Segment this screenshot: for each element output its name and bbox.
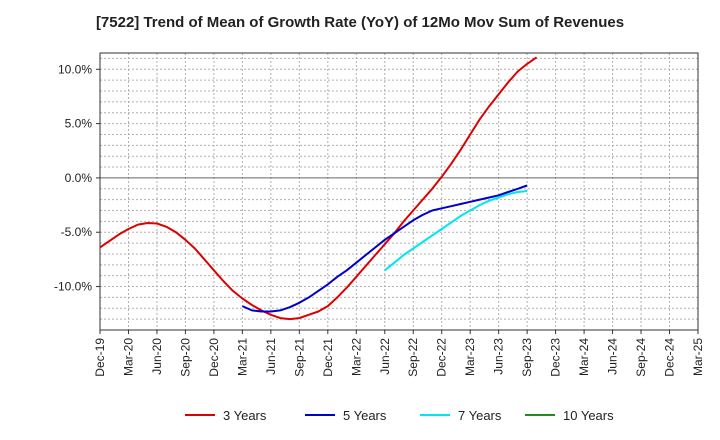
x-tick-label: Dec-23 [549,338,563,377]
series-layer [99,56,538,321]
legend-label: 10 Years [563,408,614,423]
x-tick-label: Mar-21 [235,338,249,376]
legend-label: 7 Years [458,408,502,423]
y-tick-label: 0.0% [65,171,93,185]
x-tick-label: Dec-22 [435,338,449,377]
legend-label: 3 Years [223,408,267,423]
x-tick-label: Mar-23 [463,338,477,376]
x-tick-label: Jun-23 [492,338,506,375]
x-tick-label: Jun-24 [606,338,620,375]
x-tick-label: Sep-21 [292,338,306,377]
x-tick-label: Jun-22 [378,338,392,375]
x-tick-label: Mar-22 [349,338,363,376]
y-tick-label: -5.0% [61,225,93,239]
x-tick-label: Sep-22 [406,338,420,377]
x-tick-label: Jun-21 [264,338,278,375]
x-tick-label: Mar-25 [691,338,705,376]
x-tick-label: Jun-20 [150,338,164,375]
x-tick-label: Dec-21 [321,338,335,377]
x-tick-label: Mar-20 [121,338,135,376]
legend-label: 5 Years [343,408,387,423]
x-tick-label: Dec-24 [663,338,677,377]
plot-area [99,52,699,331]
y-tick-label: 5.0% [65,117,93,131]
plot-frame [99,52,699,331]
y-tick-label: 10.0% [58,62,92,76]
x-tick-label: Dec-19 [93,338,107,377]
x-tick-label: Dec-20 [207,338,221,377]
chart-title: [7522] Trend of Mean of Growth Rate (YoY… [95,14,625,31]
series-line-7-years [384,190,528,272]
x-tick-label: Sep-20 [178,338,192,377]
x-tick-label: Mar-24 [577,338,591,376]
plot-background [100,53,698,330]
x-axis: Dec-19 Mar-20 Jun-20 Sep-20 Dec-20 Mar-21 Jun-… [93,330,705,377]
x-tick-label: Sep-23 [520,338,534,377]
series-line-3-years [99,56,538,321]
y-tick-label: -10.0% [54,280,92,294]
series-line-5-years [241,184,528,313]
y-axis: 10.0% 5.0% 0.0% -5.0% -10.0% [54,62,100,294]
x-tick-label: Sep-24 [634,338,648,377]
legend: 3 Years 5 Years 7 Years 10 Years [185,408,614,423]
